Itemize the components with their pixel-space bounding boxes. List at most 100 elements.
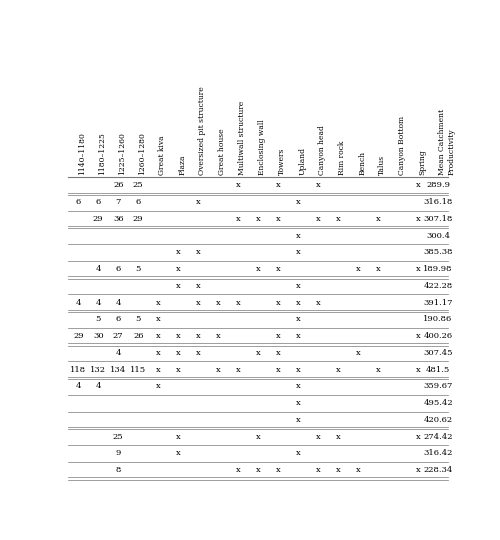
Text: 115: 115 <box>130 366 146 374</box>
Text: x: x <box>296 232 300 240</box>
Text: x: x <box>336 215 340 223</box>
Text: x: x <box>176 433 180 441</box>
Text: 420.62: 420.62 <box>424 416 452 424</box>
Text: x: x <box>296 449 300 457</box>
Text: Plaza: Plaza <box>178 154 186 175</box>
Text: x: x <box>416 265 420 273</box>
Text: 316.18: 316.18 <box>424 198 453 206</box>
Text: 134: 134 <box>110 366 126 374</box>
Text: 495.42: 495.42 <box>424 399 453 407</box>
Text: Canyon head: Canyon head <box>318 125 326 175</box>
Text: x: x <box>296 198 300 206</box>
Text: 118: 118 <box>70 366 86 374</box>
Text: 4: 4 <box>96 265 101 273</box>
Text: x: x <box>356 349 360 357</box>
Text: 26: 26 <box>133 332 143 340</box>
Text: x: x <box>236 366 240 374</box>
Text: x: x <box>376 215 380 223</box>
Text: 228.34: 228.34 <box>424 466 453 474</box>
Text: 6: 6 <box>116 265 121 273</box>
Text: x: x <box>416 215 420 223</box>
Text: 25: 25 <box>113 433 124 441</box>
Text: x: x <box>276 265 280 273</box>
Text: x: x <box>316 215 320 223</box>
Text: x: x <box>176 265 180 273</box>
Text: x: x <box>236 299 240 307</box>
Text: Talus: Talus <box>378 155 386 175</box>
Text: x: x <box>296 332 300 340</box>
Text: 30: 30 <box>93 332 104 340</box>
Text: x: x <box>296 366 300 374</box>
Text: x: x <box>416 332 420 340</box>
Text: x: x <box>356 265 360 273</box>
Text: x: x <box>176 332 180 340</box>
Text: x: x <box>376 366 380 374</box>
Text: x: x <box>296 315 300 323</box>
Text: x: x <box>276 332 280 340</box>
Text: x: x <box>216 299 220 307</box>
Text: Bench: Bench <box>358 151 366 175</box>
Text: 4: 4 <box>116 299 121 307</box>
Text: 316.42: 316.42 <box>424 449 453 457</box>
Text: x: x <box>176 349 180 357</box>
Text: x: x <box>276 366 280 374</box>
Text: 7: 7 <box>116 198 121 206</box>
Text: x: x <box>276 215 280 223</box>
Text: 4: 4 <box>96 299 101 307</box>
Text: 25: 25 <box>133 181 143 190</box>
Text: 27: 27 <box>113 332 124 340</box>
Text: x: x <box>156 299 160 307</box>
Text: 1225–1260: 1225–1260 <box>118 132 126 175</box>
Text: 289.9: 289.9 <box>426 181 450 190</box>
Text: x: x <box>296 299 300 307</box>
Text: Multiwall structure: Multiwall structure <box>238 101 246 175</box>
Text: x: x <box>176 366 180 374</box>
Text: Canyon Bottom: Canyon Bottom <box>398 116 406 175</box>
Text: x: x <box>416 366 420 374</box>
Text: Towers: Towers <box>278 147 286 175</box>
Text: x: x <box>156 315 160 323</box>
Text: x: x <box>196 299 200 307</box>
Text: 6: 6 <box>96 198 101 206</box>
Text: x: x <box>416 433 420 441</box>
Text: 6: 6 <box>136 198 141 206</box>
Text: x: x <box>276 349 280 357</box>
Text: Enclosing wall: Enclosing wall <box>258 119 266 175</box>
Text: x: x <box>296 382 300 390</box>
Text: x: x <box>196 282 200 290</box>
Text: x: x <box>316 299 320 307</box>
Text: 132: 132 <box>90 366 106 374</box>
Text: x: x <box>236 181 240 190</box>
Text: 359.67: 359.67 <box>424 382 453 390</box>
Text: 4: 4 <box>76 299 81 307</box>
Text: 422.28: 422.28 <box>424 282 452 290</box>
Text: 189.98: 189.98 <box>424 265 453 273</box>
Text: 1140–1180: 1140–1180 <box>78 132 86 175</box>
Text: 29: 29 <box>133 215 143 223</box>
Text: x: x <box>316 181 320 190</box>
Text: x: x <box>176 449 180 457</box>
Text: x: x <box>296 282 300 290</box>
Text: x: x <box>356 466 360 474</box>
Text: x: x <box>316 433 320 441</box>
Text: x: x <box>336 433 340 441</box>
Text: 274.42: 274.42 <box>424 433 453 441</box>
Text: x: x <box>156 366 160 374</box>
Text: x: x <box>256 215 260 223</box>
Text: 6: 6 <box>116 315 121 323</box>
Text: x: x <box>176 282 180 290</box>
Text: x: x <box>336 466 340 474</box>
Text: x: x <box>236 215 240 223</box>
Text: 300.4: 300.4 <box>426 232 450 240</box>
Text: x: x <box>256 349 260 357</box>
Text: x: x <box>156 349 160 357</box>
Text: 481.5: 481.5 <box>426 366 450 374</box>
Text: Oversized pit structure: Oversized pit structure <box>198 86 206 175</box>
Text: Great kiva: Great kiva <box>158 136 166 175</box>
Text: x: x <box>236 466 240 474</box>
Text: x: x <box>296 248 300 256</box>
Text: x: x <box>416 181 420 190</box>
Text: 26: 26 <box>113 181 124 190</box>
Text: x: x <box>196 248 200 256</box>
Text: x: x <box>416 466 420 474</box>
